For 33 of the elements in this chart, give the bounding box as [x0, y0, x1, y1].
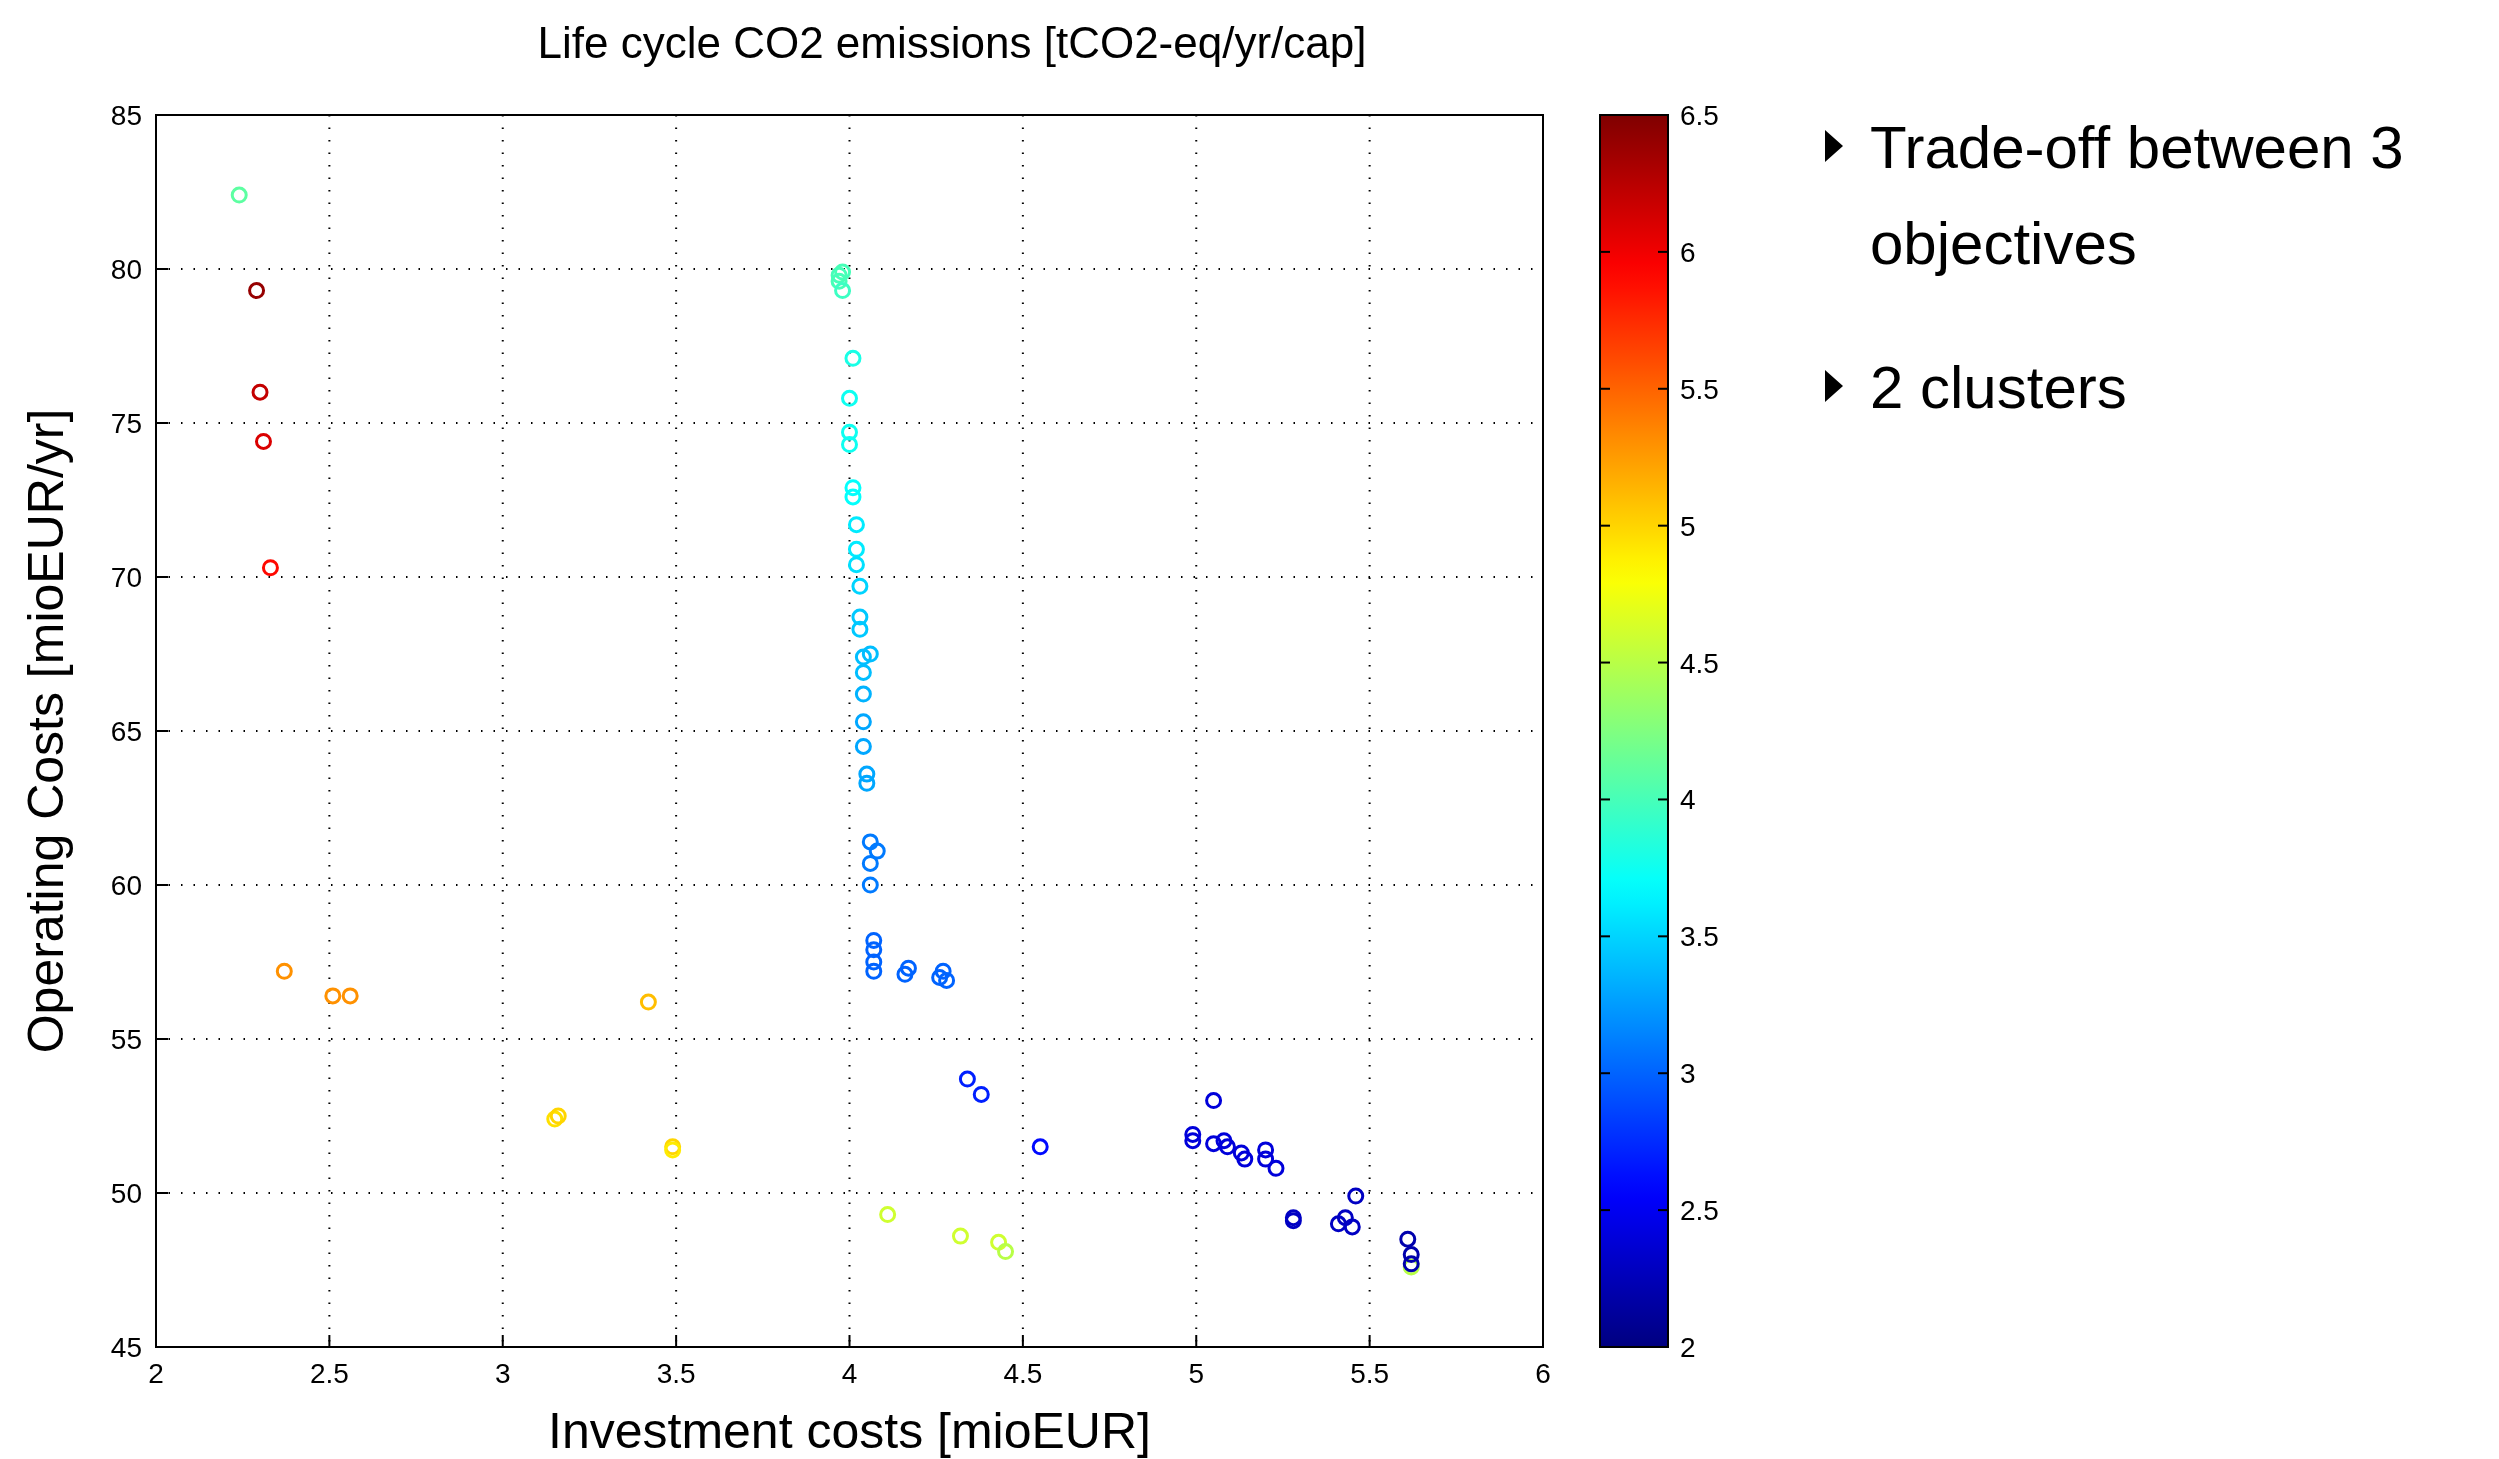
x-tick-label: 3.5	[656, 1358, 696, 1389]
x-tick-label: 5	[1188, 1358, 1205, 1389]
color-bar-label: 3.5	[1680, 921, 1719, 953]
color-bar-label: 4.5	[1680, 647, 1719, 679]
y-axis-title: Operating Costs [mioEUR/yr]	[18, 408, 74, 1054]
y-tick-label: 45	[110, 1332, 142, 1363]
x-tick-label: 4	[841, 1358, 858, 1389]
color-bar-label: 6	[1680, 236, 1696, 268]
color-bar-label: 6.5	[1680, 100, 1719, 131]
color-bar-label: 3	[1680, 1058, 1696, 1090]
color-bar-label: 5	[1680, 510, 1696, 542]
x-tick-label: 4.5	[1003, 1358, 1043, 1389]
y-tick-label: 75	[110, 408, 142, 439]
color-bar-label: 2.5	[1680, 1195, 1719, 1227]
y-tick-label: 65	[110, 716, 142, 747]
y-tick-label: 60	[110, 870, 142, 901]
color-bar-label: 2	[1680, 1332, 1696, 1363]
y-tick-label: 70	[110, 562, 142, 593]
y-tick-label: 50	[110, 1178, 142, 1209]
x-tick-label: 6	[1535, 1358, 1551, 1389]
y-tick-label: 85	[110, 100, 142, 131]
y-tick-label: 80	[110, 254, 142, 285]
color-bar-label: 5.5	[1680, 373, 1719, 405]
x-tick-label: 5.5	[1350, 1358, 1390, 1389]
chart-title: Life cycle CO2 emissions [tCO2-eq/yr/cap]	[537, 18, 1367, 67]
x-axis-title: Investment costs [mioEUR]	[548, 1403, 1151, 1459]
x-tick-label: 2	[148, 1358, 164, 1389]
y-tick-label: 55	[110, 1024, 142, 1055]
text: Trade-off between 3 objectives	[1870, 114, 2404, 277]
x-tick-label: 3	[494, 1358, 511, 1389]
x-tick-label: 2.5	[309, 1358, 349, 1389]
text: 2 clusters	[1870, 354, 2127, 421]
color-bar-label: 4	[1680, 784, 1696, 816]
